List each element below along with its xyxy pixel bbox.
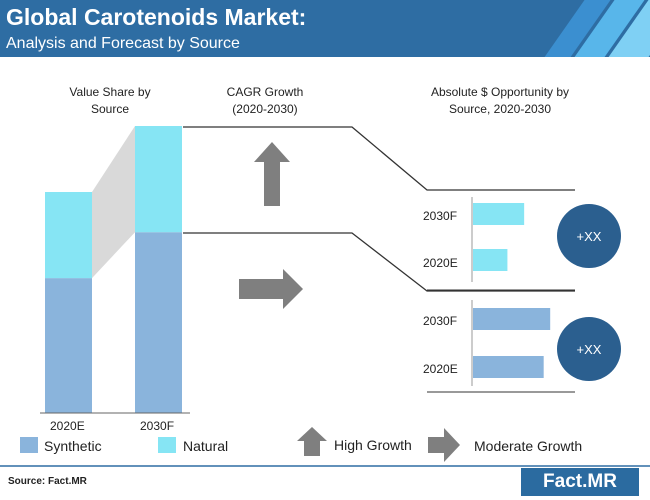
natural-opportunity-badge: +XX (557, 204, 621, 268)
hbar-synthetic-2020e (473, 356, 544, 378)
stack-segment-synthetic-2020e (45, 278, 92, 413)
stack-xlabel-2020: 2020E (50, 419, 85, 433)
stack-segment-natural-2030f (135, 126, 182, 233)
legend-synthetic-label: Synthetic (44, 438, 102, 454)
hbar-natural-2030f (473, 203, 525, 225)
hbar-natural-2020e (473, 249, 508, 271)
stack-xlabel-2030: 2030F (140, 419, 175, 433)
legend-natural-label: Natural (183, 438, 229, 454)
legend-high-growth-icon (297, 427, 327, 456)
hbar-synthetic-2030f (473, 308, 551, 330)
logo-text: Fact.MR (543, 471, 617, 492)
factmr-logo: Fact.MR (521, 468, 639, 496)
high-growth-arrow-icon (254, 142, 290, 206)
page-subtitle: Analysis and Forecast by Source (6, 35, 240, 52)
natural-flow-line (183, 126, 575, 191)
legend-moderate-growth-icon (428, 428, 460, 462)
stacked-bars (45, 126, 182, 413)
moderate-growth-arrow-icon (239, 269, 303, 309)
page-title: Global Carotenoids Market: (6, 4, 307, 30)
header-banner: Global Carotenoids Market: Analysis and … (0, 0, 650, 57)
value-share-heading: Value Share by Source (69, 85, 151, 116)
opportunity-bars (473, 203, 551, 378)
stack-segment-natural-2020e (45, 192, 92, 279)
synthetic-hbar-label-2020: 2020E (423, 362, 458, 376)
legend-moderate-growth-label: Moderate Growth (474, 438, 583, 454)
legend-high-growth-label: High Growth (334, 437, 412, 453)
natural-hbar-label-2020: 2020E (423, 256, 458, 270)
bar-connector (92, 126, 135, 279)
cagr-heading: CAGR Growth (2020-2030) (226, 85, 304, 116)
natural-hbar-label-2030: 2030F (423, 209, 458, 223)
synthetic-flow-line (183, 232, 575, 292)
opportunity-heading: Absolute $ Opportunity by Source, 2020-2… (430, 85, 570, 116)
stack-segment-synthetic-2030f (135, 232, 182, 413)
legend-natural-swatch (158, 437, 176, 453)
synthetic-opportunity-badge: +XX (557, 317, 621, 381)
legend-synthetic-swatch (20, 437, 38, 453)
source-note: Source: Fact.MR (8, 476, 87, 487)
synthetic-hbar-label-2030: 2030F (423, 314, 458, 328)
